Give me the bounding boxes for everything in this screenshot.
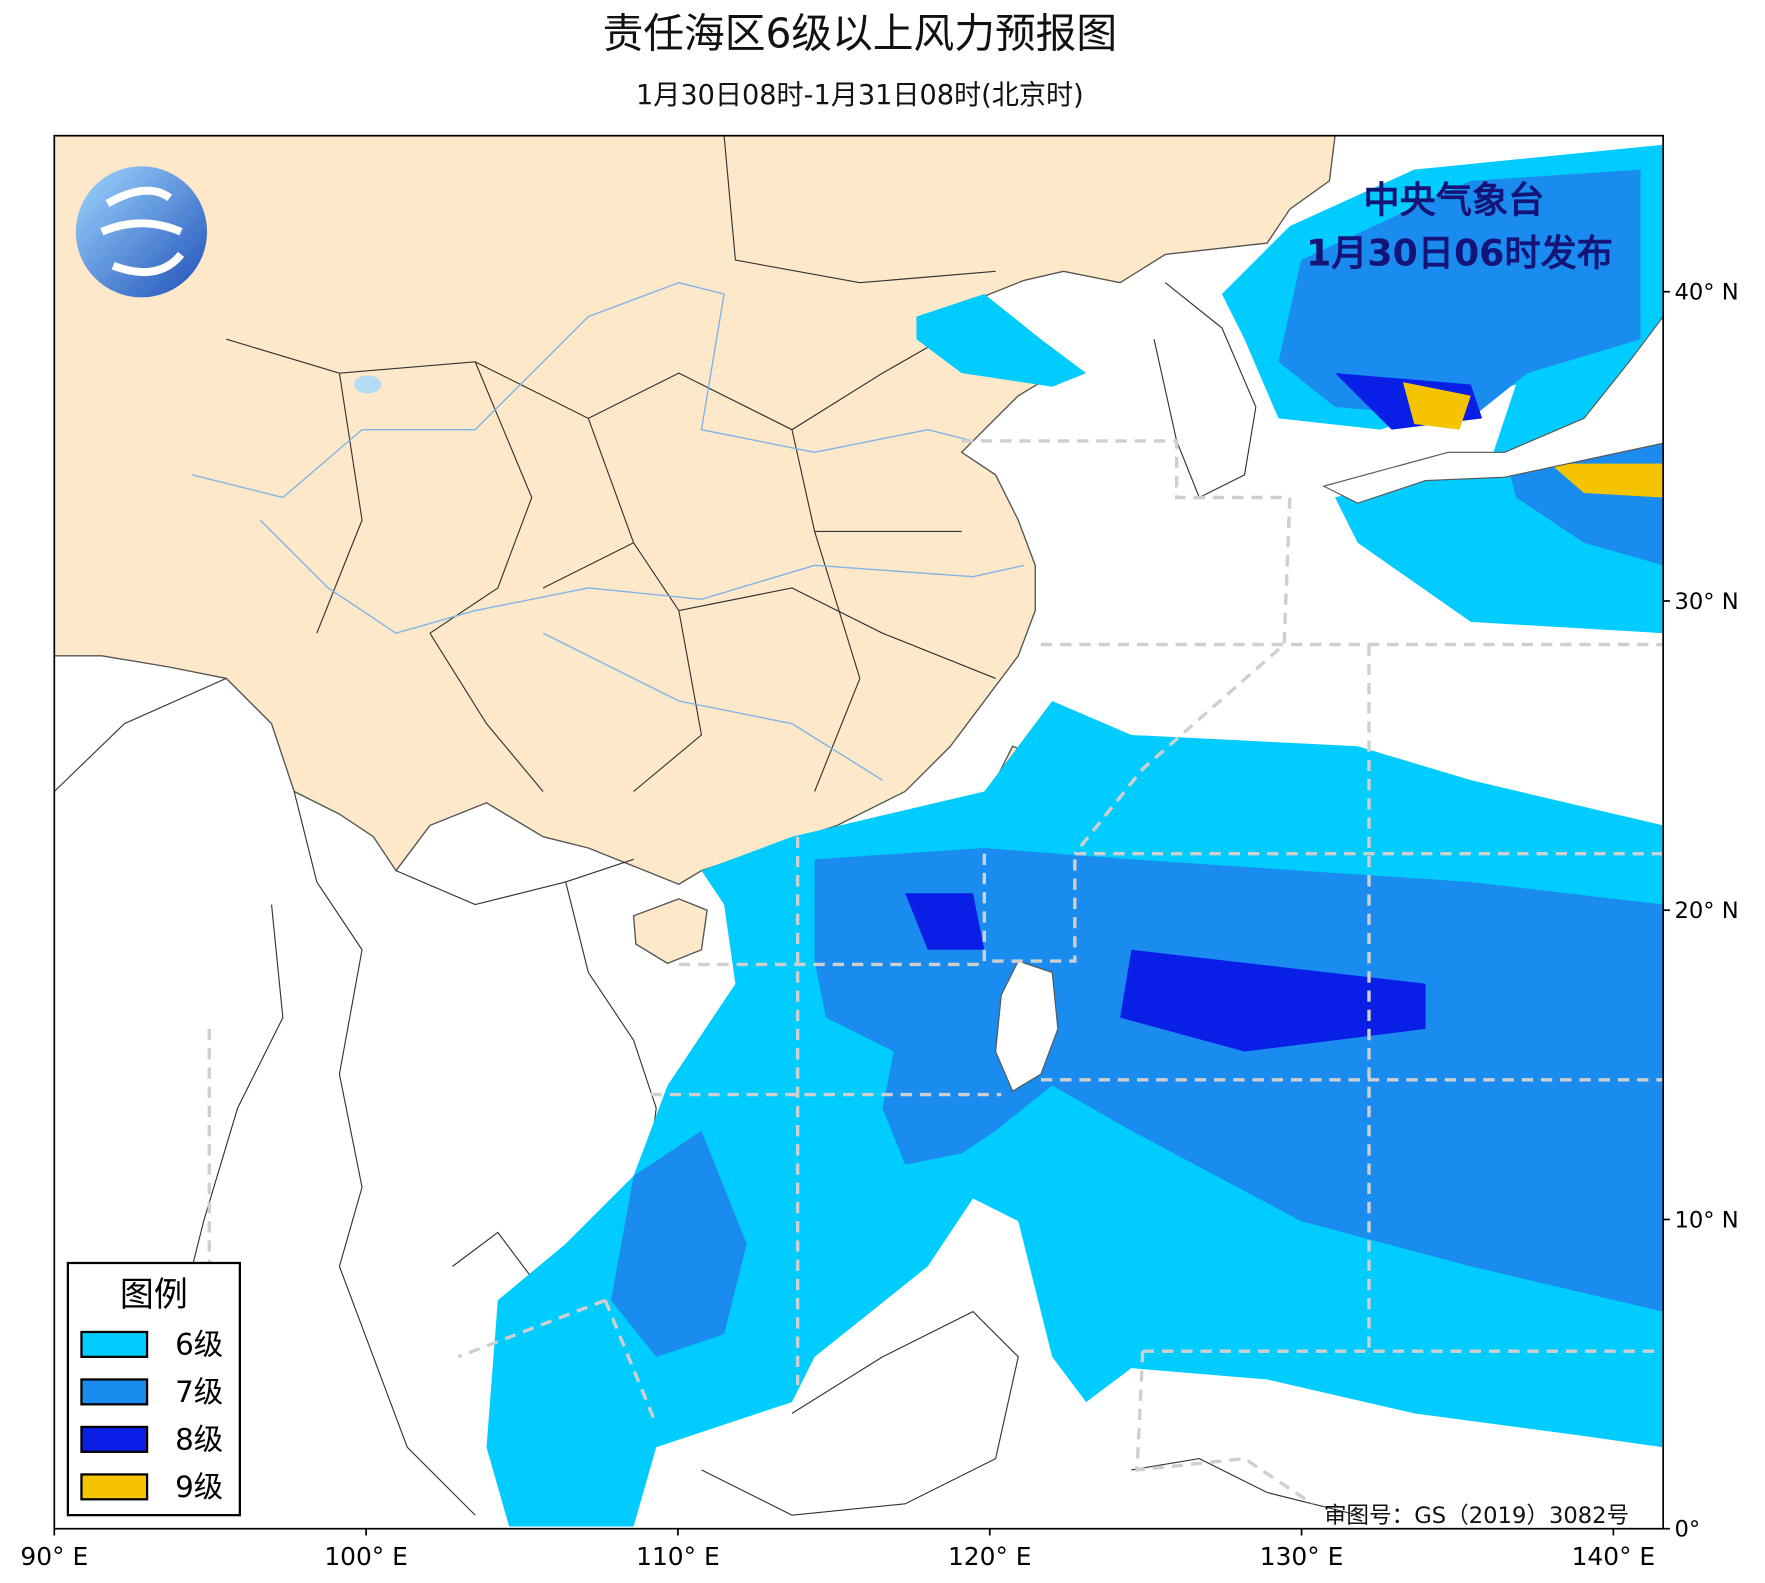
x-tick-label: 100° E	[324, 1542, 408, 1571]
y-tick-label: 20° N	[1674, 898, 1738, 924]
x-tick-label: 140° E	[1572, 1542, 1656, 1571]
issue-time: 1月30日06时发布	[1306, 232, 1613, 275]
legend-label: 8级	[175, 1423, 223, 1457]
title: 责任海区6级以上风力预报图	[603, 10, 1118, 58]
legend-label: 9级	[175, 1470, 223, 1504]
y-tick-label: 40° N	[1674, 280, 1738, 306]
province-borders	[226, 135, 996, 792]
logo-mark	[100, 186, 185, 276]
x-tick-label: 90° E	[20, 1542, 88, 1571]
wind-area	[916, 293, 1087, 387]
x-tick-label: 110° E	[636, 1542, 720, 1571]
legend-label: 6级	[175, 1328, 223, 1362]
philippines	[995, 960, 1059, 1092]
wind-area	[610, 1130, 747, 1357]
map-frame	[53, 134, 1665, 1530]
china-land	[53, 135, 1336, 885]
wind-area	[1402, 382, 1471, 430]
review-number: 审图号：GS（2019）3082号	[1324, 1503, 1629, 1529]
legend-swatch	[80, 1330, 149, 1358]
map-frame-group	[53, 134, 1665, 1530]
subtitle: 1月30日08时-1月31日08时(北京时)	[636, 80, 1084, 111]
logo	[75, 166, 208, 298]
legend-label: 7级	[175, 1375, 223, 1409]
x-tick-label: 120° E	[948, 1542, 1032, 1571]
wind-area	[1278, 169, 1641, 419]
y-tick-label: 10° N	[1674, 1207, 1738, 1233]
legend-title: 图例	[120, 1276, 188, 1315]
y-tick-label: 0°	[1674, 1517, 1700, 1543]
wind-area	[1120, 949, 1426, 1052]
lake	[354, 375, 382, 394]
map-root: 责任海区6级以上风力预报图 1月30日08时-1月31日08时(北京时)	[20, 10, 1738, 1571]
y-tick-label: 30° N	[1674, 589, 1738, 615]
publisher-name: 中央气象台	[1363, 179, 1544, 222]
axes: 90° E 100° E 110° E 120° E 130° E 140° E 0° 10°…	[20, 280, 1738, 1571]
rivers	[192, 281, 1025, 781]
legend-swatch	[80, 1378, 149, 1406]
x-tick-label: 130° E	[1260, 1542, 1344, 1571]
legend-swatch	[80, 1425, 149, 1453]
legend-swatch	[80, 1473, 149, 1501]
wind-area	[1550, 463, 1664, 498]
hainan	[632, 898, 708, 965]
legend: 图例 6级 7级 8级 9级	[66, 1261, 241, 1517]
wind-area	[905, 893, 985, 950]
